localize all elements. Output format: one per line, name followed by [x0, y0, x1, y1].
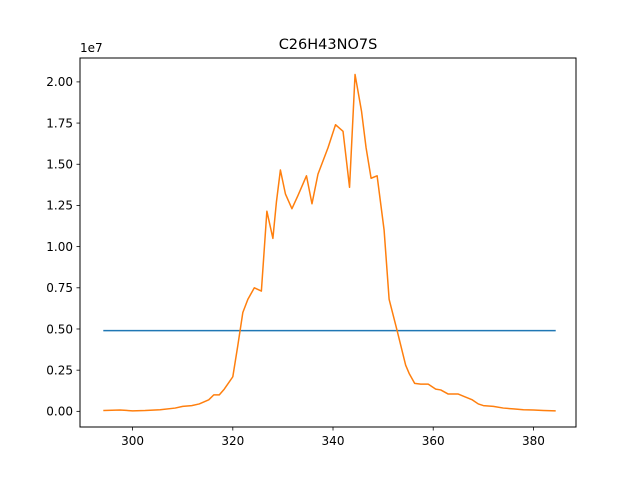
- x-axis: 300 320 340 360 380: [121, 427, 545, 448]
- y-tick-label: 1.75: [46, 116, 73, 130]
- plot-frame: [79, 57, 577, 428]
- y-tick-label: 0.00: [46, 405, 73, 419]
- x-tick-label: 340: [322, 434, 345, 448]
- y-tick-label: 0.25: [46, 363, 73, 377]
- y-tick-label: 1.25: [46, 199, 73, 213]
- y-axis: 0.00 0.25 0.50 0.75 1.00 1.25 1.50 1.75 2.00: [46, 75, 80, 419]
- y-tick-label: 2.00: [46, 75, 73, 89]
- chart-title: C26H43NO7S: [279, 37, 378, 53]
- y-axis-offset-label: 1e7: [80, 41, 103, 55]
- series-line-2: [103, 73, 556, 412]
- x-tick-label: 320: [221, 434, 244, 448]
- y-tick-label: 1.50: [46, 158, 73, 172]
- y-tick-label: 1.00: [46, 240, 73, 254]
- y-tick-label: 0.75: [46, 281, 73, 295]
- series-layer: [103, 73, 556, 412]
- x-tick-label: 380: [522, 434, 545, 448]
- x-tick-label: 300: [121, 434, 144, 448]
- x-tick-label: 360: [422, 434, 445, 448]
- y-tick-label: 0.50: [46, 322, 73, 336]
